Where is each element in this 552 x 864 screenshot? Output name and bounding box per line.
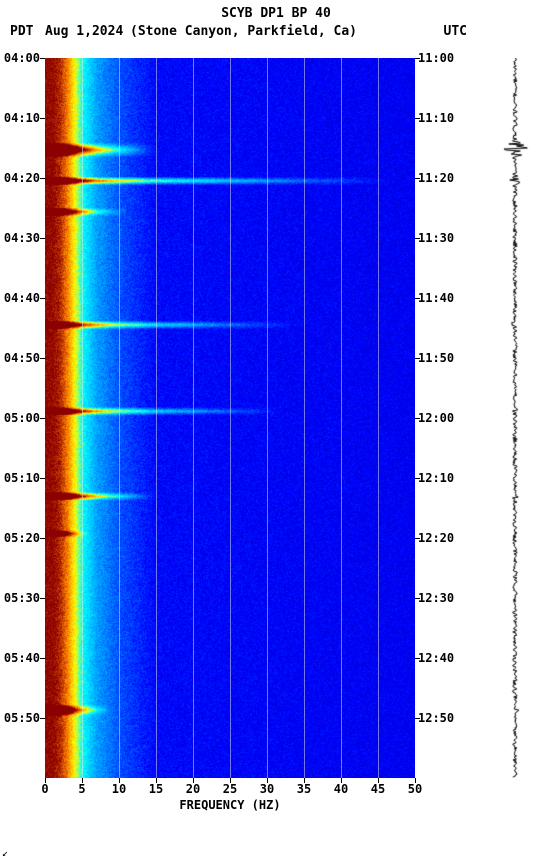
y-tick-left: 04:20 [4, 171, 40, 185]
y-tick-right: 11:00 [418, 51, 454, 65]
y-tick-left: 05:30 [4, 591, 40, 605]
y-tick-left: 04:50 [4, 351, 40, 365]
x-tick: 5 [78, 782, 85, 796]
y-tick-left: 04:40 [4, 291, 40, 305]
y-tick-right: 11:20 [418, 171, 454, 185]
y-tick-right: 11:40 [418, 291, 454, 305]
x-tick: 15 [149, 782, 163, 796]
y-tick-right: 12:50 [418, 711, 454, 725]
tz-left-label: PDT [10, 24, 33, 39]
y-tick-left: 05:10 [4, 471, 40, 485]
y-tick-right: 12:30 [418, 591, 454, 605]
x-tick: 25 [223, 782, 237, 796]
chart-title: SCYB DP1 BP 40 [0, 6, 552, 21]
y-tick-left: 05:20 [4, 531, 40, 545]
spectrogram-plot [45, 58, 415, 778]
x-tick: 30 [260, 782, 274, 796]
y-tick-right: 12:40 [418, 651, 454, 665]
y-tick-left: 04:30 [4, 231, 40, 245]
waveform-panel [500, 58, 530, 778]
x-axis-label: FREQUENCY (HZ) [45, 798, 415, 812]
title-line1: SCYB DP1 BP 40 [0, 6, 552, 21]
title-line2: (Stone Canyon, Parkfield, Ca) [130, 24, 357, 39]
y-tick-left: 05:00 [4, 411, 40, 425]
x-tick: 0 [41, 782, 48, 796]
date-label: Aug 1,2024 [45, 24, 123, 39]
y-tick-left: 04:10 [4, 111, 40, 125]
x-tick: 35 [297, 782, 311, 796]
footer-mark: ↙ [2, 848, 8, 859]
x-tick: 20 [186, 782, 200, 796]
x-tick: 45 [371, 782, 385, 796]
x-tick: 10 [112, 782, 126, 796]
y-tick-right: 12:20 [418, 531, 454, 545]
y-tick-left: 04:00 [4, 51, 40, 65]
y-tick-left: 05:50 [4, 711, 40, 725]
y-tick-right: 11:30 [418, 231, 454, 245]
y-tick-right: 12:10 [418, 471, 454, 485]
y-tick-right: 11:50 [418, 351, 454, 365]
y-tick-left: 05:40 [4, 651, 40, 665]
y-tick-right: 11:10 [418, 111, 454, 125]
waveform-canvas [500, 58, 530, 778]
x-tick: 50 [408, 782, 422, 796]
y-tick-right: 12:00 [418, 411, 454, 425]
tz-right-label: UTC [444, 24, 467, 39]
x-tick: 40 [334, 782, 348, 796]
